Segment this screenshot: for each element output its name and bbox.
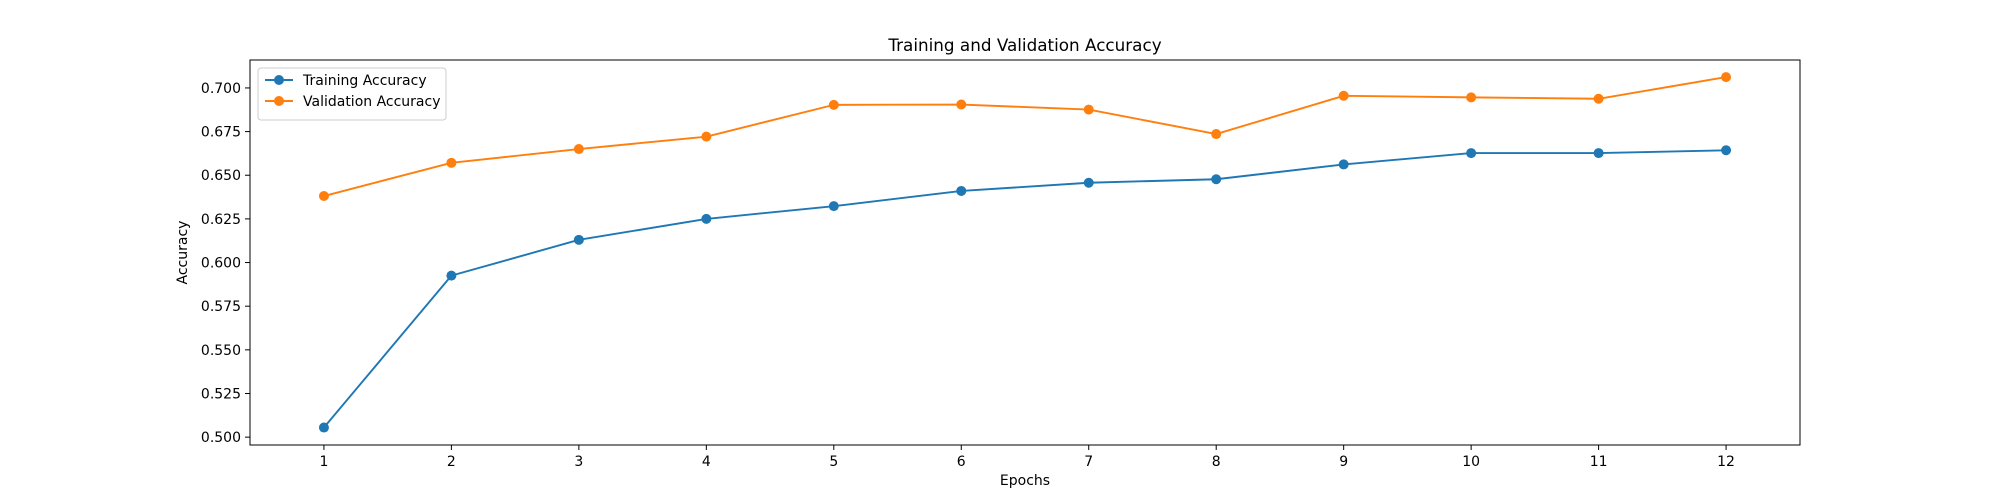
data-point-validation-accuracy xyxy=(701,131,712,142)
data-point-validation-accuracy xyxy=(1338,90,1349,101)
series-layer xyxy=(318,72,1732,433)
x-tick-label: 9 xyxy=(1339,454,1348,470)
data-point-validation-accuracy xyxy=(318,191,329,202)
series-validation-accuracy xyxy=(318,72,1732,202)
x-tick-label: 1 xyxy=(319,454,328,470)
data-point-training-accuracy xyxy=(1211,174,1222,185)
data-point-training-accuracy xyxy=(1338,159,1349,170)
data-point-training-accuracy xyxy=(318,422,329,433)
x-tick-label: 6 xyxy=(957,454,966,470)
x-tick-label: 5 xyxy=(829,454,838,470)
legend-label: Training Accuracy xyxy=(302,73,427,89)
data-point-training-accuracy xyxy=(1593,148,1604,159)
y-tick-label: 0.700 xyxy=(201,81,241,97)
legend-marker xyxy=(274,75,284,85)
x-axis-label: Epochs xyxy=(1000,473,1050,489)
y-tick-label: 0.550 xyxy=(201,343,241,359)
x-tick-label: 8 xyxy=(1212,454,1221,470)
data-point-validation-accuracy xyxy=(1083,104,1094,115)
data-point-validation-accuracy xyxy=(446,157,457,168)
y-tick-label: 0.525 xyxy=(201,386,241,402)
x-tick-label: 7 xyxy=(1084,454,1093,470)
data-point-training-accuracy xyxy=(446,270,457,281)
plot-frame xyxy=(249,59,1801,446)
data-point-training-accuracy xyxy=(1466,148,1477,159)
y-tick-label: 0.500 xyxy=(201,430,241,446)
series-training-accuracy xyxy=(318,145,1732,433)
x-tick-label: 11 xyxy=(1590,454,1608,470)
data-point-validation-accuracy xyxy=(573,144,584,155)
data-point-validation-accuracy xyxy=(956,99,967,110)
data-point-validation-accuracy xyxy=(1593,93,1604,104)
x-tick-label: 4 xyxy=(702,454,711,470)
data-point-training-accuracy xyxy=(956,185,967,196)
y-axis-label: Accuracy xyxy=(175,221,191,285)
axis-ticks: 1 2 3 4 5 6 7 8 9 10 11 120.5000.5250.5500.5750.600… xyxy=(201,81,1735,470)
data-point-validation-accuracy xyxy=(1721,72,1732,83)
x-tick-label: 10 xyxy=(1462,454,1480,470)
data-point-training-accuracy xyxy=(1083,177,1094,188)
y-tick-label: 0.575 xyxy=(201,299,241,315)
legend-box xyxy=(257,67,447,121)
y-tick-label: 0.675 xyxy=(201,125,241,141)
legend-label: Validation Accuracy xyxy=(303,94,441,110)
data-point-validation-accuracy xyxy=(1466,92,1477,103)
data-point-training-accuracy xyxy=(701,213,712,224)
series-line-validation-accuracy xyxy=(323,76,1727,197)
series-line-training-accuracy xyxy=(323,149,1727,429)
data-point-validation-accuracy xyxy=(1211,129,1222,140)
x-tick-label: 2 xyxy=(447,454,456,470)
x-tick-label: 3 xyxy=(574,454,583,470)
data-point-training-accuracy xyxy=(1721,145,1732,156)
legend-marker xyxy=(274,96,284,106)
legend: Training Accuracy Validation Accuracy xyxy=(257,67,447,121)
y-tick-label: 0.650 xyxy=(201,168,241,184)
data-point-validation-accuracy xyxy=(828,99,839,110)
chart-title: Training and Validation Accuracy xyxy=(887,35,1161,55)
data-point-training-accuracy xyxy=(573,234,584,245)
y-tick-label: 0.600 xyxy=(201,256,241,272)
y-tick-label: 0.625 xyxy=(201,212,241,228)
data-point-training-accuracy xyxy=(828,201,839,212)
x-tick-label: 12 xyxy=(1717,454,1735,470)
